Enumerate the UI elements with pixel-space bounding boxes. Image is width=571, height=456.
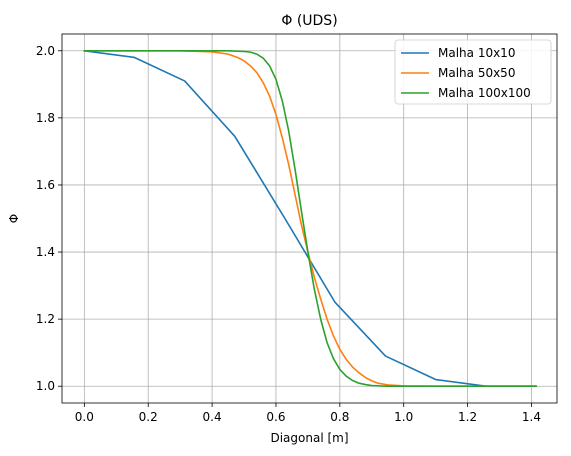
y-tick-label: 1.4 xyxy=(36,245,55,259)
plot-frame xyxy=(61,33,558,404)
y-tick-label: 1.8 xyxy=(36,111,55,125)
x-tick-label: 0.2 xyxy=(139,410,158,424)
x-axis-label: Diagonal [m] xyxy=(270,431,348,445)
y-tick-label: 1.0 xyxy=(36,379,55,393)
series-group xyxy=(83,49,537,388)
legend-entry: Malha 100x100 xyxy=(438,86,531,100)
legend-entry: Malha 50x50 xyxy=(438,66,515,80)
chart-title: Φ (UDS) xyxy=(281,13,337,29)
y-axis-label: Φ xyxy=(7,214,21,223)
x-tick-label: 0.6 xyxy=(266,410,285,424)
x-tick-label: 1.4 xyxy=(522,410,541,424)
y-tick-label: 1.6 xyxy=(36,178,55,192)
axis-ticks: 0.0 0.2 0.4 0.6 0.8 1.0 1.2 1.4 1.0 1.2 1.4 1.6 1.8 2… xyxy=(36,44,541,424)
x-tick-label: 0.0 xyxy=(75,410,94,424)
x-tick-label: 1.2 xyxy=(458,410,477,424)
legend-entry: Malha 10x10 xyxy=(438,46,515,60)
legend: Malha 10x10 Malha 50x50 Malha 100x100 xyxy=(394,39,552,105)
series-line-3 xyxy=(83,49,537,388)
x-tick-label: 0.4 xyxy=(203,410,222,424)
x-tick-label: 1.0 xyxy=(394,410,413,424)
x-tick-label: 0.8 xyxy=(330,410,349,424)
y-tick-label: 2.0 xyxy=(36,44,55,58)
y-tick-label: 1.2 xyxy=(36,312,55,326)
legend-box xyxy=(394,39,552,105)
